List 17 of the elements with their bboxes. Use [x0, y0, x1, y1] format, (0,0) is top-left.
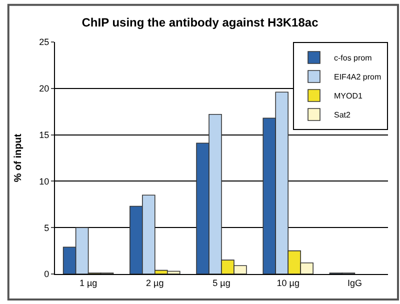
x-tick-label: 1 µg [79, 278, 98, 288]
legend-label: EIF4A2 prom [334, 72, 382, 82]
legend-label: c-fos prom [334, 54, 372, 63]
x-tick-label: 10 µg [276, 278, 300, 288]
y-tick-label: 10 [39, 176, 50, 186]
y-axis-title: % of input [13, 133, 24, 182]
y-tick-label: 20 [39, 84, 50, 94]
x-tick-label: 5 µg [212, 278, 230, 288]
y-tick-label: 15 [39, 130, 50, 140]
x-tick-label: 2 µg [146, 278, 164, 288]
y-tick-label: 5 [44, 222, 50, 233]
legend-label: Sat2 [334, 110, 352, 120]
x-tick-label: IgG [347, 278, 362, 288]
y-tick-label: 25 [39, 37, 50, 48]
chart-title: ChIP using the antibody against H3K18ac [82, 16, 319, 30]
y-tick-label: 0 [44, 269, 50, 280]
legend-label: MYOD1 [334, 92, 363, 101]
